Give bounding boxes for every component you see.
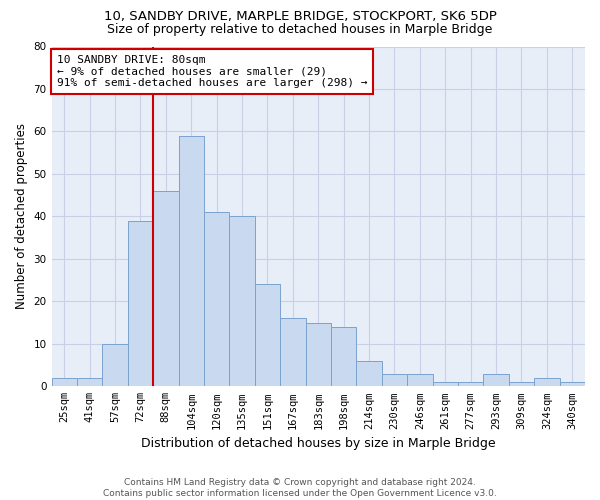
- Bar: [509, 382, 534, 386]
- Bar: [255, 284, 280, 386]
- Bar: [458, 382, 484, 386]
- Text: Size of property relative to detached houses in Marple Bridge: Size of property relative to detached ho…: [107, 22, 493, 36]
- Bar: [356, 361, 382, 386]
- Bar: [280, 318, 305, 386]
- Y-axis label: Number of detached properties: Number of detached properties: [15, 124, 28, 310]
- Bar: [534, 378, 560, 386]
- Text: 10, SANDBY DRIVE, MARPLE BRIDGE, STOCKPORT, SK6 5DP: 10, SANDBY DRIVE, MARPLE BRIDGE, STOCKPO…: [104, 10, 496, 23]
- Bar: [77, 378, 103, 386]
- Bar: [103, 344, 128, 387]
- Bar: [204, 212, 229, 386]
- Bar: [305, 322, 331, 386]
- X-axis label: Distribution of detached houses by size in Marple Bridge: Distribution of detached houses by size …: [141, 437, 496, 450]
- Bar: [382, 374, 407, 386]
- Bar: [153, 191, 179, 386]
- Bar: [331, 327, 356, 386]
- Bar: [52, 378, 77, 386]
- Bar: [179, 136, 204, 386]
- Bar: [433, 382, 458, 386]
- Bar: [128, 220, 153, 386]
- Bar: [407, 374, 433, 386]
- Text: Contains HM Land Registry data © Crown copyright and database right 2024.
Contai: Contains HM Land Registry data © Crown c…: [103, 478, 497, 498]
- Bar: [229, 216, 255, 386]
- Bar: [484, 374, 509, 386]
- Text: 10 SANDBY DRIVE: 80sqm
← 9% of detached houses are smaller (29)
91% of semi-deta: 10 SANDBY DRIVE: 80sqm ← 9% of detached …: [56, 55, 367, 88]
- Bar: [560, 382, 585, 386]
